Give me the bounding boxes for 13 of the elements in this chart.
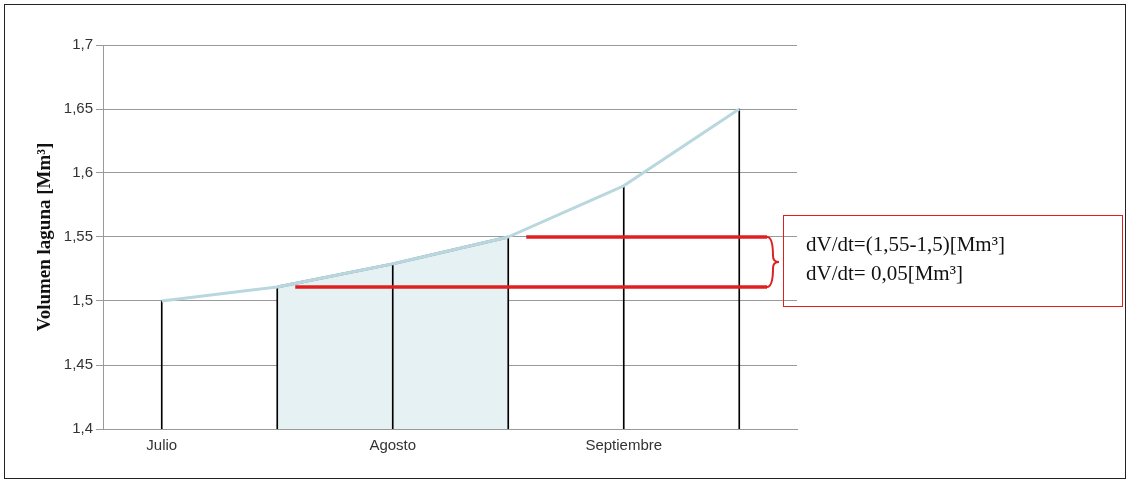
y-tick-label: 1,45 (63, 355, 93, 373)
x-tick-label: Septiembre (585, 436, 663, 454)
y-axis-title: Volumen laguna [Mm³] (33, 142, 55, 332)
x-tick-label: Julio (146, 436, 178, 454)
y-tick-label: 1,4 (72, 419, 93, 437)
y-tick-label: 1,6 (72, 163, 93, 181)
text: dV/dt= 0,05[Mm³] (806, 260, 964, 287)
y-tick-label: 1,5 (72, 291, 93, 309)
y-tick-label: 1,55 (63, 227, 93, 245)
x-tick-label: Agosto (369, 436, 417, 454)
y-tick-label: 1,65 (63, 99, 93, 117)
y-tick-label: 1,7 (72, 35, 93, 53)
text: dV/dt=(1,55-1,5)[Mm³] (806, 231, 1006, 258)
